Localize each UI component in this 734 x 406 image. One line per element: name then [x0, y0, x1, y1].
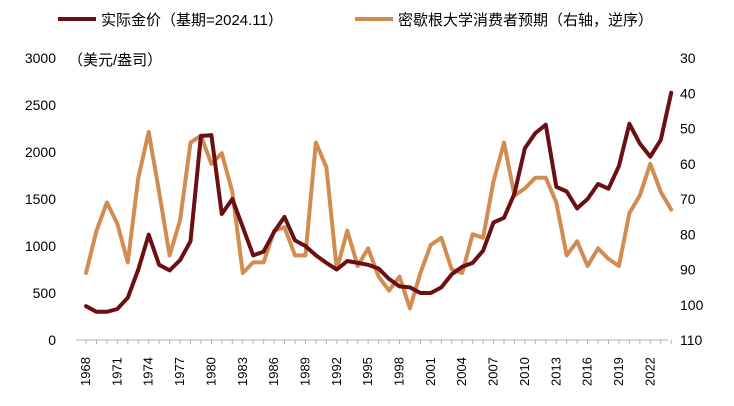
- x-tick-label: 1989: [297, 357, 312, 386]
- right-tick-label: 90: [680, 262, 696, 278]
- left-tick-label: 2000: [25, 144, 56, 160]
- series-line-gold-price: [84, 90, 674, 314]
- left-tick-label: 3000: [25, 50, 56, 66]
- x-tick-label: 1974: [141, 357, 156, 386]
- x-tick-label: 1995: [360, 357, 375, 386]
- legend-label-gold-price: 实际金价（基期=2024.11）: [101, 12, 283, 29]
- left-tick-label: 500: [33, 285, 57, 301]
- right-tick-label: 30: [680, 50, 696, 66]
- right-tick-label: 100: [680, 297, 704, 313]
- left-tick-label: 0: [48, 332, 56, 348]
- x-tick-label: 1992: [329, 357, 344, 386]
- x-tick-label: 1977: [172, 357, 187, 386]
- x-tick-label: 2010: [517, 357, 532, 386]
- right-tick-label: 60: [680, 156, 696, 172]
- x-tick-label: 1983: [235, 357, 250, 386]
- series-layer: [84, 90, 674, 314]
- left-axis-unit-label: （美元/盎司）: [68, 52, 162, 69]
- right-tick-label: 40: [680, 85, 696, 101]
- right-tick-label: 110: [680, 332, 703, 348]
- x-tick-label: 1998: [392, 357, 407, 386]
- x-tick-label: 2007: [486, 357, 501, 386]
- x-tick-label: 2016: [580, 357, 595, 386]
- right-axis-ticks: 30 40 50 60 70 80 90 100 110: [680, 50, 704, 348]
- right-tick-label: 50: [680, 121, 696, 137]
- x-tick-label: 1986: [266, 357, 281, 386]
- right-tick-label: 80: [680, 226, 696, 242]
- right-tick-label: 70: [680, 191, 696, 207]
- left-tick-label: 1500: [25, 191, 56, 207]
- x-tick-label: 2022: [642, 357, 657, 386]
- left-tick-label: 1000: [25, 238, 56, 254]
- x-tick-label: 1980: [203, 357, 218, 386]
- left-tick-label: 2500: [25, 97, 56, 113]
- series-line-consumer-expectation: [84, 130, 674, 311]
- x-axis-ticks: 1968 1971 1974 1977 1980 1983 1986 1989 1992 1995…: [78, 340, 672, 386]
- x-tick-label: 2001: [423, 357, 438, 386]
- x-tick-label: 1968: [78, 357, 93, 386]
- x-tick-label: 1971: [109, 357, 124, 386]
- legend-label-consumer-expectation: 密歇根大学消费者预期（右轴，逆序）: [398, 12, 653, 29]
- left-axis-ticks: 0 500 1000 1500 2000 2500 3000: [25, 50, 56, 348]
- x-tick-label: 2013: [548, 357, 563, 386]
- x-tick-label: 2019: [611, 357, 626, 386]
- x-tick-label: 2004: [454, 357, 469, 386]
- legend: 实际金价（基期=2024.11） 密歇根大学消费者预期（右轴，逆序）: [58, 12, 653, 29]
